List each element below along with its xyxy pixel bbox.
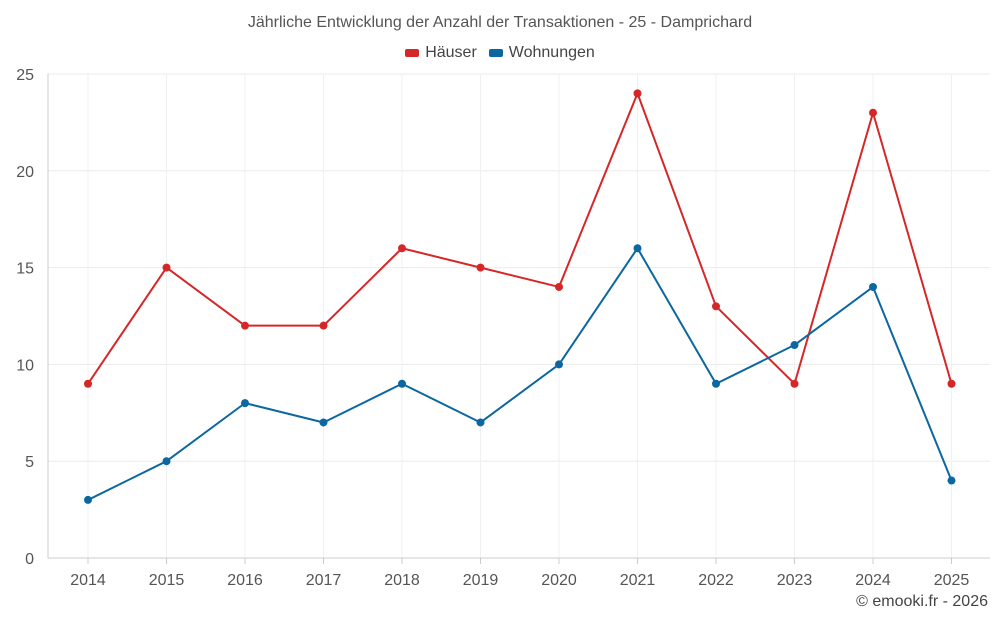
data-point-haeuser bbox=[869, 108, 877, 117]
y-tick-label: 0 bbox=[25, 551, 34, 568]
x-tick-label: 2021 bbox=[620, 572, 656, 589]
data-point-wohnungen bbox=[947, 476, 956, 485]
x-tick-label: 2023 bbox=[777, 572, 813, 589]
x-tick-label: 2018 bbox=[384, 572, 420, 589]
data-point-haeuser bbox=[162, 263, 171, 272]
legend-item-wohnungen[interactable]: Wohnungen bbox=[488, 44, 595, 62]
y-tick-label: 10 bbox=[16, 357, 34, 374]
legend-swatch-haeuser bbox=[405, 49, 420, 57]
legend-item-haeuser[interactable]: Häuser bbox=[405, 44, 477, 62]
data-point-wohnungen bbox=[162, 457, 171, 466]
data-point-wohnungen bbox=[790, 341, 799, 350]
x-tick-label: 2019 bbox=[463, 572, 499, 589]
legend-label-wohnungen: Wohnungen bbox=[508, 44, 595, 61]
data-point-wohnungen bbox=[398, 379, 406, 388]
series-line-haeuser bbox=[87, 92, 953, 385]
y-tick-label: 15 bbox=[16, 261, 34, 278]
data-point-wohnungen bbox=[712, 379, 720, 388]
x-tick-label: 2024 bbox=[855, 572, 891, 589]
data-point-haeuser bbox=[319, 321, 328, 330]
x-tick-label: 2014 bbox=[70, 572, 106, 589]
data-point-wohnungen bbox=[869, 282, 877, 291]
data-point-haeuser bbox=[476, 263, 485, 272]
data-point-wohnungen bbox=[555, 360, 563, 369]
data-point-wohnungen bbox=[84, 495, 92, 504]
x-tick-label: 2020 bbox=[541, 572, 577, 589]
data-point-haeuser bbox=[84, 379, 92, 388]
legend: Häuser Wohnungen bbox=[0, 44, 1000, 62]
data-point-wohnungen bbox=[476, 418, 485, 427]
data-point-wohnungen bbox=[241, 399, 249, 408]
data-point-haeuser bbox=[555, 282, 563, 291]
x-tick-label: 2016 bbox=[227, 572, 263, 589]
data-point-haeuser bbox=[947, 379, 956, 388]
data-point-haeuser bbox=[712, 302, 720, 311]
data-point-haeuser bbox=[790, 379, 799, 388]
y-tick-label: 5 bbox=[25, 454, 34, 471]
y-tick-label: 25 bbox=[16, 67, 34, 84]
data-point-wohnungen bbox=[319, 418, 328, 427]
x-tick-label: 2017 bbox=[306, 572, 342, 589]
y-tick-label: 20 bbox=[16, 164, 34, 181]
x-tick-label: 2022 bbox=[698, 572, 734, 589]
data-point-wohnungen bbox=[633, 244, 642, 253]
data-point-haeuser bbox=[633, 89, 642, 98]
legend-swatch-wohnungen bbox=[488, 49, 503, 57]
data-point-haeuser bbox=[241, 321, 249, 330]
x-tick-label: 2025 bbox=[934, 572, 970, 589]
chart-title: Jährliche Entwicklung der Anzahl der Tra… bbox=[247, 14, 753, 31]
series-line-wohnungen bbox=[87, 247, 953, 501]
legend-label-haeuser: Häuser bbox=[425, 44, 477, 61]
credit-text: © emooki.fr - 2026 bbox=[856, 593, 988, 610]
x-tick-label: 2015 bbox=[149, 572, 185, 589]
data-point-haeuser bbox=[398, 244, 406, 253]
